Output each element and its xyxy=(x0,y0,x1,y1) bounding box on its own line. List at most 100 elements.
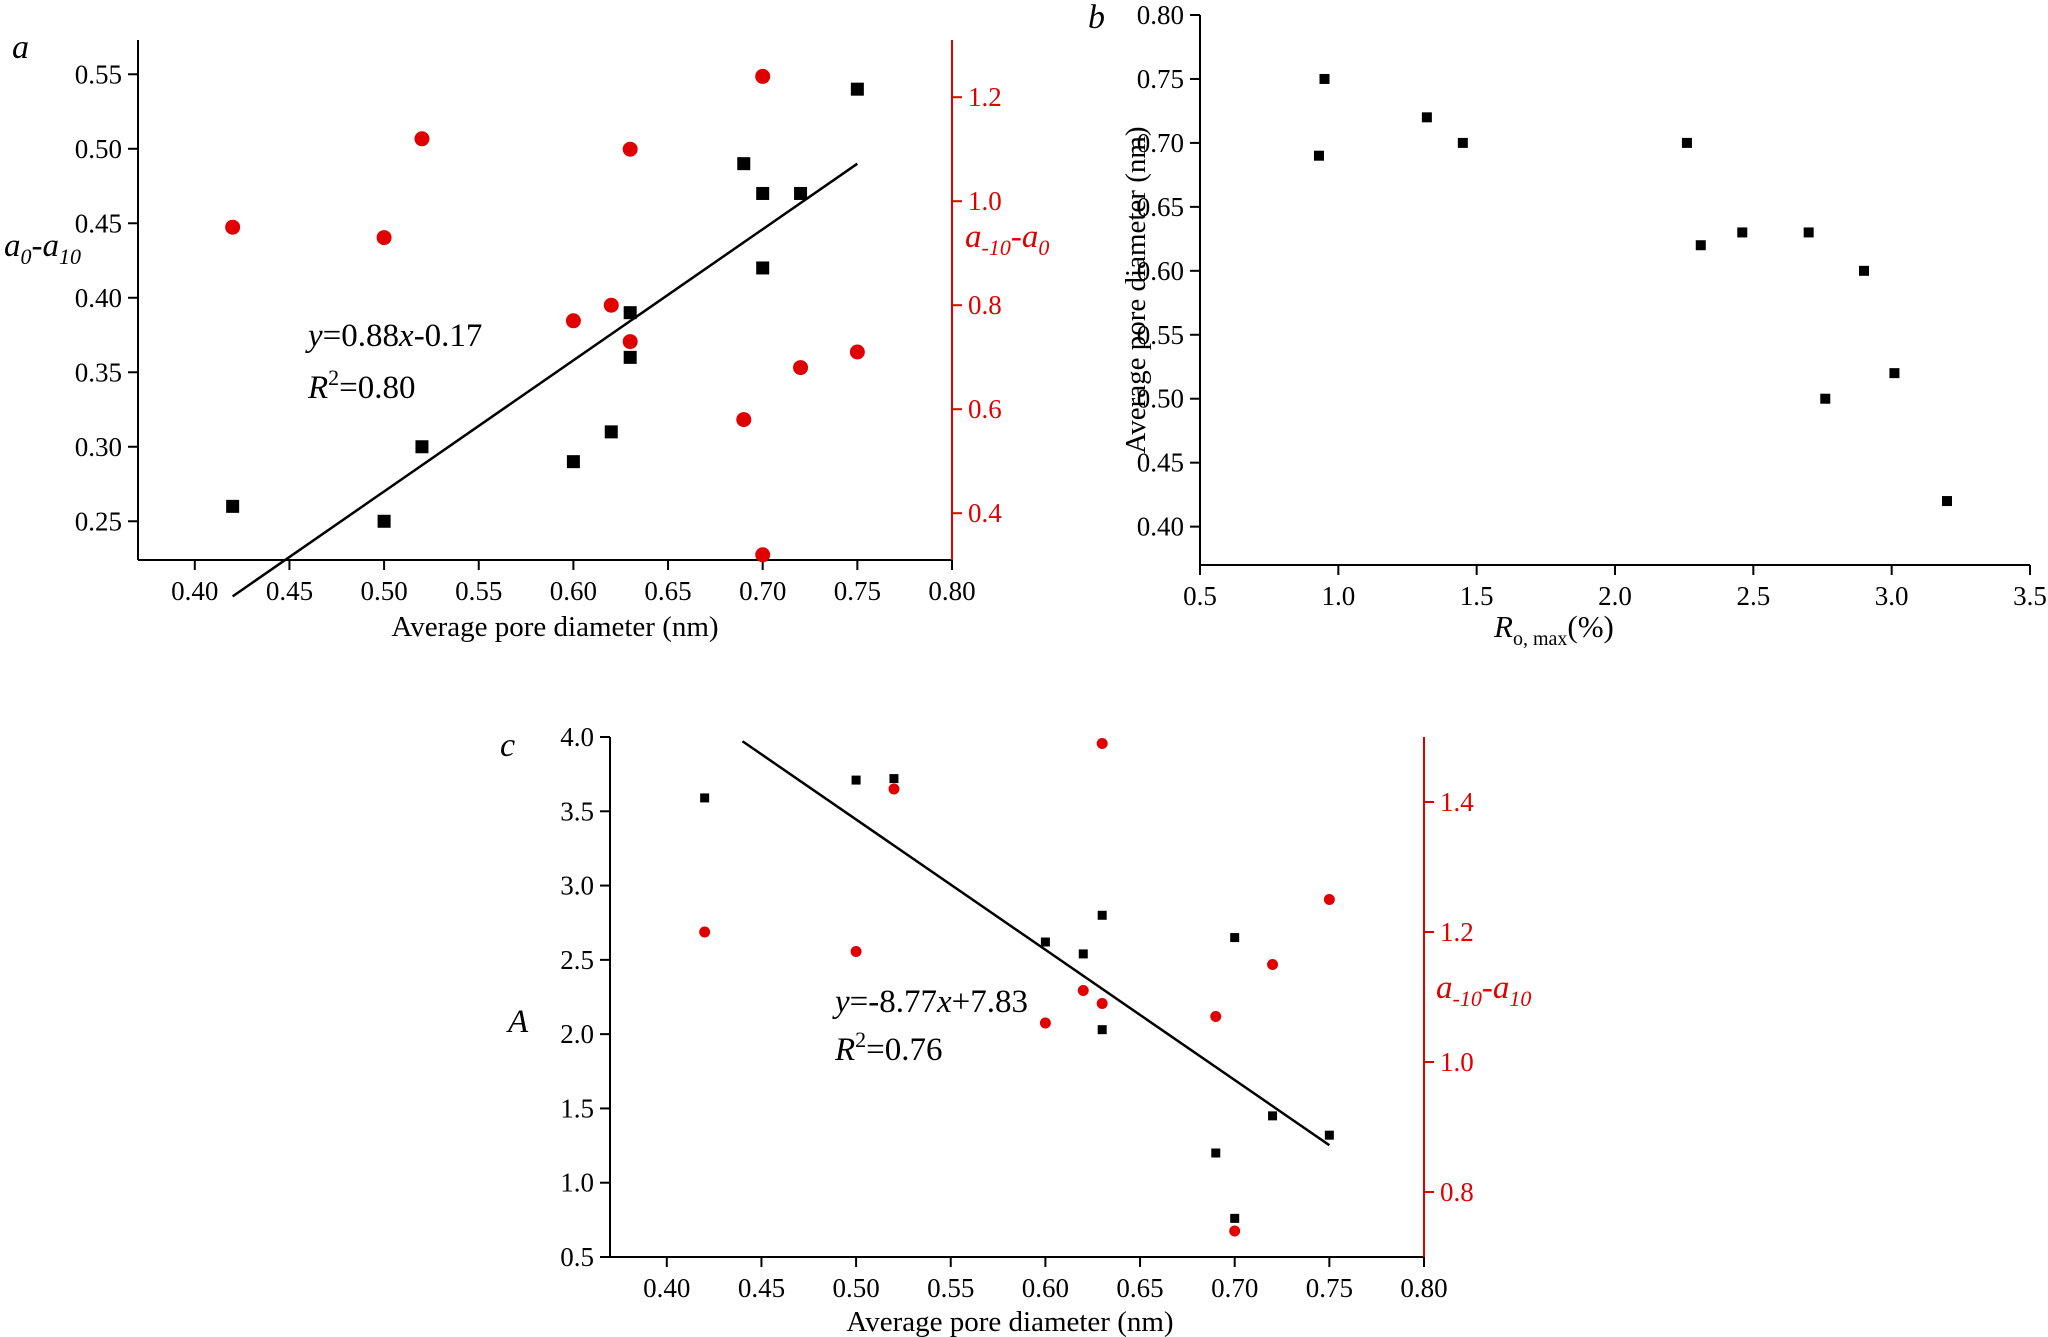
data-point-square xyxy=(1820,393,1831,404)
y-tick-label: 0.45 xyxy=(1137,448,1184,478)
x-tick-label: 0.55 xyxy=(927,1273,974,1303)
panel-c-r-squared: R2=0.76 xyxy=(834,1027,943,1068)
data-point-square xyxy=(851,775,861,785)
panel-c-points xyxy=(699,738,1335,1237)
right-y-tick-label: 1.4 xyxy=(1440,787,1474,817)
y-tick-label: 0.50 xyxy=(1137,384,1184,414)
panel-a: a 0.40 0.45 0.50 0.55 0.60 0.65 0.70 0.75 0.80 0… xyxy=(4,29,1049,643)
panel-b-letter: b xyxy=(1088,0,1105,36)
x-tick-label: 0.45 xyxy=(738,1273,785,1303)
data-point-circle xyxy=(736,412,752,428)
data-point-circle xyxy=(1039,1017,1051,1029)
y-tick-label: 0.55 xyxy=(75,59,122,89)
data-point-square xyxy=(377,514,391,528)
data-point-square xyxy=(1695,240,1706,251)
data-point-square xyxy=(1268,1111,1278,1121)
y-tick-label: 3.0 xyxy=(560,871,594,901)
y-tick-label: 3.5 xyxy=(560,796,594,826)
data-point-square xyxy=(1097,1025,1107,1035)
panel-c-left-y-ticks: 0.5 1.0 1.5 2.0 2.5 3.0 3.5 4.0 xyxy=(560,722,610,1272)
right-y-tick-label: 0.6 xyxy=(968,394,1002,424)
data-point-square xyxy=(756,261,770,275)
data-point-circle xyxy=(1096,998,1108,1009)
x-tick-label: 0.5 xyxy=(1183,581,1217,611)
panel-b-y-axis-label: Average pore diameter (nm) xyxy=(1120,126,1152,453)
data-point-circle xyxy=(1323,894,1335,905)
x-tick-label: 0.80 xyxy=(1400,1273,1447,1303)
data-point-square xyxy=(1211,1148,1221,1158)
panel-a-right-y-axis-label: a-10-a0 xyxy=(965,219,1049,260)
data-point-square xyxy=(1421,112,1432,123)
x-tick-label: 0.65 xyxy=(1116,1273,1163,1303)
x-tick-label: 0.65 xyxy=(644,576,691,606)
data-point-square xyxy=(1737,227,1748,238)
x-tick-label: 0.75 xyxy=(1306,1273,1353,1303)
y-tick-label: 0.5 xyxy=(560,1242,594,1272)
x-tick-label: 0.40 xyxy=(171,576,218,606)
right-y-tick-label: 0.8 xyxy=(1440,1177,1474,1207)
y-tick-label: 0.55 xyxy=(1137,320,1184,350)
data-point-circle xyxy=(1267,959,1279,970)
data-point-square xyxy=(737,157,751,171)
right-y-tick-label: 1.0 xyxy=(968,186,1002,216)
panel-c-fit-equation: y=-8.77x+7.83 xyxy=(832,984,1028,1020)
data-point-square xyxy=(700,793,710,803)
right-y-tick-label: 0.4 xyxy=(968,498,1002,528)
panel-b-y-ticks: 0.40 0.45 0.50 0.55 0.60 0.65 0.70 0.75 0.80 xyxy=(1137,0,1200,542)
y-tick-label: 2.5 xyxy=(560,945,594,975)
data-point-square xyxy=(1324,1130,1334,1140)
data-point-square xyxy=(1097,910,1107,920)
panel-c-x-axis-label: Average pore diameter (nm) xyxy=(846,1306,1173,1337)
panel-b: b 0.5 1.0 1.5 2.0 2.5 3.0 3.5 0.40 0.45 0.50 0.55… xyxy=(1088,0,2047,650)
data-point-circle xyxy=(414,131,430,147)
data-point-square xyxy=(1803,227,1814,238)
panel-c-x-ticks: 0.40 0.45 0.50 0.55 0.60 0.65 0.70 0.75 0.80 xyxy=(643,1257,1448,1303)
x-tick-label: 2.0 xyxy=(1598,581,1632,611)
x-tick-label: 1.5 xyxy=(1460,581,1494,611)
x-tick-label: 0.50 xyxy=(360,576,407,606)
x-tick-label: 0.70 xyxy=(739,576,786,606)
panel-a-left-y-ticks: 0.25 0.30 0.35 0.40 0.45 0.50 0.55 xyxy=(75,59,138,536)
x-tick-label: 0.80 xyxy=(928,576,975,606)
right-y-tick-label: 1.2 xyxy=(1440,917,1474,947)
panel-b-points xyxy=(1313,73,1952,507)
panel-b-x-ticks: 0.5 1.0 1.5 2.0 2.5 3.0 3.5 xyxy=(1183,565,2047,611)
x-tick-label: 0.75 xyxy=(834,576,881,606)
x-tick-label: 0.45 xyxy=(266,576,313,606)
data-point-square xyxy=(1319,73,1330,84)
y-tick-label: 1.5 xyxy=(560,1093,594,1123)
x-tick-label: 0.70 xyxy=(1211,1273,1258,1303)
panel-a-right-y-ticks: 0.4 0.6 0.8 1.0 1.2 xyxy=(952,82,1002,528)
y-tick-label: 0.80 xyxy=(1137,0,1184,30)
y-tick-label: 4.0 xyxy=(560,722,594,752)
y-tick-label: 2.0 xyxy=(560,1019,594,1049)
panel-c-right-y-axis-label: a-10-a10 xyxy=(1436,970,1531,1011)
x-tick-label: 0.40 xyxy=(643,1273,690,1303)
x-tick-label: 0.60 xyxy=(1022,1273,1069,1303)
data-point-circle xyxy=(1229,1225,1241,1237)
data-point-circle xyxy=(603,297,619,313)
data-point-circle xyxy=(699,926,711,938)
y-tick-label: 0.35 xyxy=(75,357,122,387)
panel-a-r-squared: R2=0.80 xyxy=(307,365,416,406)
panel-a-points xyxy=(225,68,865,563)
data-point-square xyxy=(1457,137,1468,148)
data-point-square xyxy=(1889,368,1900,379)
panel-c-left-y-axis-label: A xyxy=(506,1004,529,1040)
data-point-square xyxy=(623,306,637,320)
y-tick-label: 0.45 xyxy=(75,208,122,238)
right-y-tick-label: 0.8 xyxy=(968,290,1002,320)
y-tick-label: 0.40 xyxy=(75,283,122,313)
data-point-square xyxy=(1681,137,1692,148)
data-point-square xyxy=(889,774,899,784)
data-point-circle xyxy=(1077,985,1089,996)
data-point-square xyxy=(623,350,637,364)
x-tick-label: 2.5 xyxy=(1736,581,1770,611)
y-tick-label: 0.75 xyxy=(1137,64,1184,94)
data-point-circle xyxy=(1096,738,1108,749)
data-point-square xyxy=(1230,933,1240,943)
right-y-tick-label: 1.0 xyxy=(1440,1047,1474,1077)
y-tick-label: 0.70 xyxy=(1137,128,1184,158)
data-point-square xyxy=(566,455,580,469)
